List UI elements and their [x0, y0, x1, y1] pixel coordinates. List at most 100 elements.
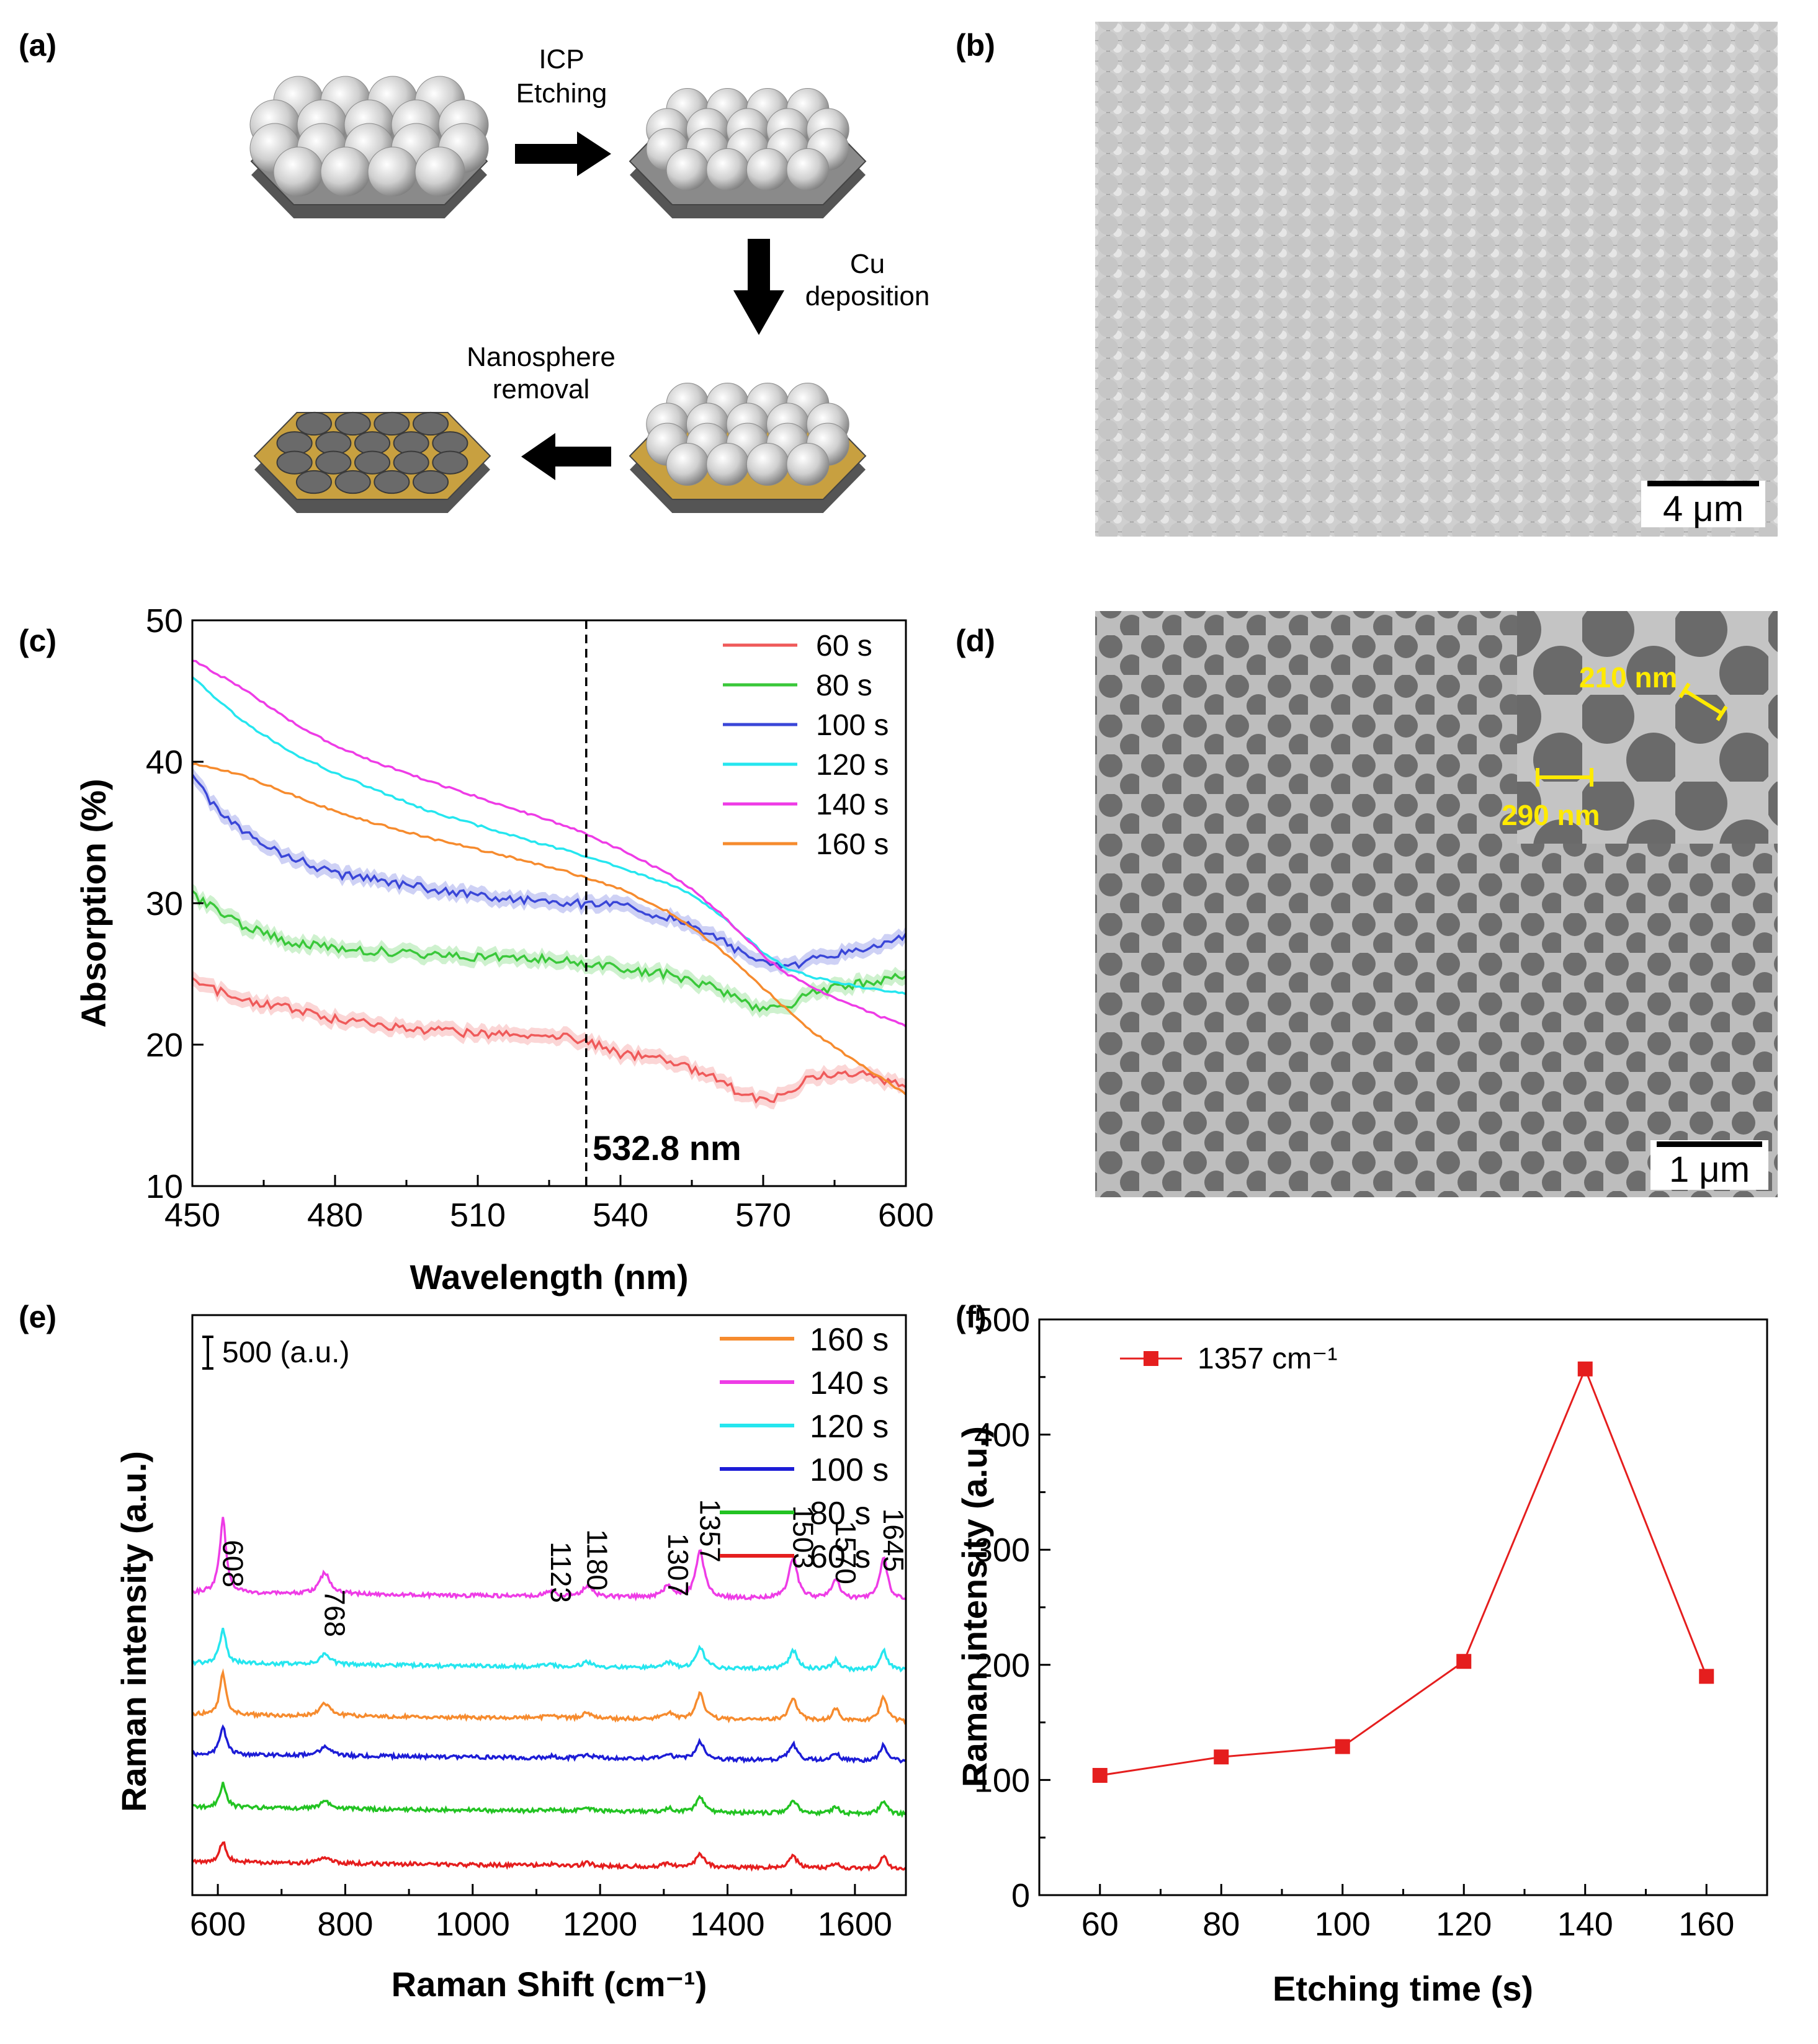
e-peak-label-608: 608 [217, 1540, 249, 1587]
e-peak-label-1645: 1645 [877, 1509, 910, 1572]
nanosphere [414, 146, 465, 197]
coated-nanosphere [746, 442, 789, 486]
e-legend-label: 160 s [810, 1322, 889, 1358]
c-legend-label: 100 s [816, 709, 889, 742]
stage-2-etched [629, 88, 867, 218]
e-legend-label: 120 s [810, 1409, 889, 1445]
e-xlabel: Raman Shift (cm⁻¹) [392, 1965, 707, 2004]
step2-text-line1: Cu [850, 249, 885, 279]
c-series-80s [192, 890, 906, 1013]
c-ytick-label: 20 [146, 1027, 183, 1064]
panel-c: (c) 450 480 510 540 570 600 10 20 30 40 50 60 s 80 s… [19, 602, 934, 1296]
dim-cap-210b [1716, 705, 1728, 721]
f-xlabel: Etching time (s) [1273, 1969, 1533, 2008]
hole [432, 450, 468, 475]
e-legend-label: 80 s [810, 1496, 871, 1532]
c-legend-label: 160 s [816, 828, 889, 861]
e-peak-label-768: 768 [319, 1589, 351, 1637]
etched-nanosphere [666, 148, 709, 191]
c-xtick-label: 480 [307, 1197, 363, 1234]
e-spectrum-100s [191, 1724, 907, 1764]
scalebar-line-b [1647, 481, 1759, 486]
e-frame [191, 1314, 907, 1896]
c-band-60s [192, 970, 906, 1110]
absorption-chart: 450 480 510 540 570 600 10 20 30 40 50 60 s 80 s 100 … [146, 602, 934, 1234]
c-xtick-label: 450 [164, 1197, 220, 1234]
f-point-100 [1335, 1739, 1350, 1754]
panel-d-label: (d) [956, 623, 995, 658]
c-ytick-label: 30 [146, 885, 183, 922]
etched-nanosphere [746, 148, 789, 191]
c-ytick-label: 50 [146, 602, 183, 640]
hole [276, 450, 313, 475]
stage-1-nanospheres [249, 76, 489, 218]
hole [374, 470, 410, 494]
e-spectrum-120s [191, 1628, 907, 1673]
hole [315, 450, 352, 475]
f-point-120 [1456, 1654, 1472, 1669]
stage-4-nanohole-array [253, 411, 491, 513]
c-legend-label: 140 s [816, 788, 889, 821]
dim-line-210 [1683, 689, 1723, 715]
scalebar-text-d: 1 μm [1669, 1149, 1750, 1190]
hole [393, 450, 429, 475]
f-xtick-label: 100 [1315, 1906, 1371, 1943]
panel-c-label: (c) [19, 623, 56, 658]
etched-nanosphere [786, 148, 830, 191]
c-xtick-label: 540 [593, 1197, 648, 1234]
f-series-line [1099, 1366, 1708, 1777]
hole [413, 411, 449, 436]
nanosphere [273, 146, 324, 197]
f-ytick-label: 200 [974, 1647, 1030, 1684]
e-scale-note: 500 (a.u.) [222, 1336, 349, 1369]
c-series-120s [192, 676, 906, 996]
f-xtick-label: 160 [1678, 1906, 1734, 1943]
intensity-vs-time-chart: 60 80 100 120 140 160 0 100 200 300 400 500 1357 cm⁻… [974, 1301, 1768, 1943]
scalebar-line-d [1657, 1141, 1762, 1147]
f-ytick-label: 0 [1011, 1877, 1030, 1914]
arrow-left-icon [521, 433, 611, 480]
dim-label-210: 210 nm [1579, 661, 1678, 694]
hole [374, 411, 410, 436]
scalebar-box-d [1650, 1140, 1768, 1190]
f-point-140 [1577, 1361, 1593, 1377]
e-spectrum-80s [192, 1782, 907, 1818]
step3-text-line2: removal [493, 374, 590, 404]
c-series-60s [192, 977, 906, 1104]
c-xtick-label: 600 [878, 1197, 934, 1234]
e-peak-label-1180: 1180 [581, 1529, 614, 1591]
e-peak-label-1123: 1123 [545, 1542, 577, 1603]
panel-b: (b) 4 μm [956, 22, 1778, 537]
e-ylabel: Raman intensity (a.u.) [114, 1451, 153, 1812]
hole [295, 470, 333, 494]
nanosphere [367, 146, 418, 197]
c-legend-label: 60 s [816, 630, 872, 663]
f-xtick-label: 60 [1081, 1906, 1119, 1943]
e-xtick-label: 1200 [563, 1906, 637, 1943]
f-legend-label: 1357 cm⁻¹ [1198, 1342, 1337, 1375]
e-xtick-label: 1600 [818, 1906, 892, 1943]
c-xlabel: Wavelength (nm) [410, 1257, 688, 1296]
e-legend-label: 140 s [810, 1365, 889, 1401]
dim-label-290: 290 nm [1502, 799, 1600, 831]
scalebar-text-b: 4 μm [1663, 489, 1744, 529]
coated-nanosphere [666, 442, 709, 486]
hole [413, 470, 449, 494]
c-ylabel: Absorption (%) [74, 779, 113, 1027]
e-legend-label: 100 s [810, 1452, 889, 1488]
c-annotation-532: 532.8 nm [593, 1128, 741, 1167]
coated-nanosphere [706, 442, 750, 486]
panel-f: (f) 60 80 100 120 140 160 0 100 200 300 400 500 1357… [955, 1300, 1768, 2008]
c-xtick-label: 510 [450, 1197, 506, 1234]
c-ytick-label: 10 [146, 1168, 183, 1205]
e-spectrum-140s [192, 1517, 907, 1602]
arrow-down-icon [733, 239, 784, 335]
step3-text-line1: Nanosphere [467, 342, 616, 372]
c-legend-label: 120 s [816, 749, 889, 782]
hole [334, 411, 371, 436]
e-peak-label-1503: 1503 [787, 1506, 819, 1569]
scalebar-box-b [1641, 481, 1765, 527]
step1-text-line1: ICP [539, 44, 584, 74]
